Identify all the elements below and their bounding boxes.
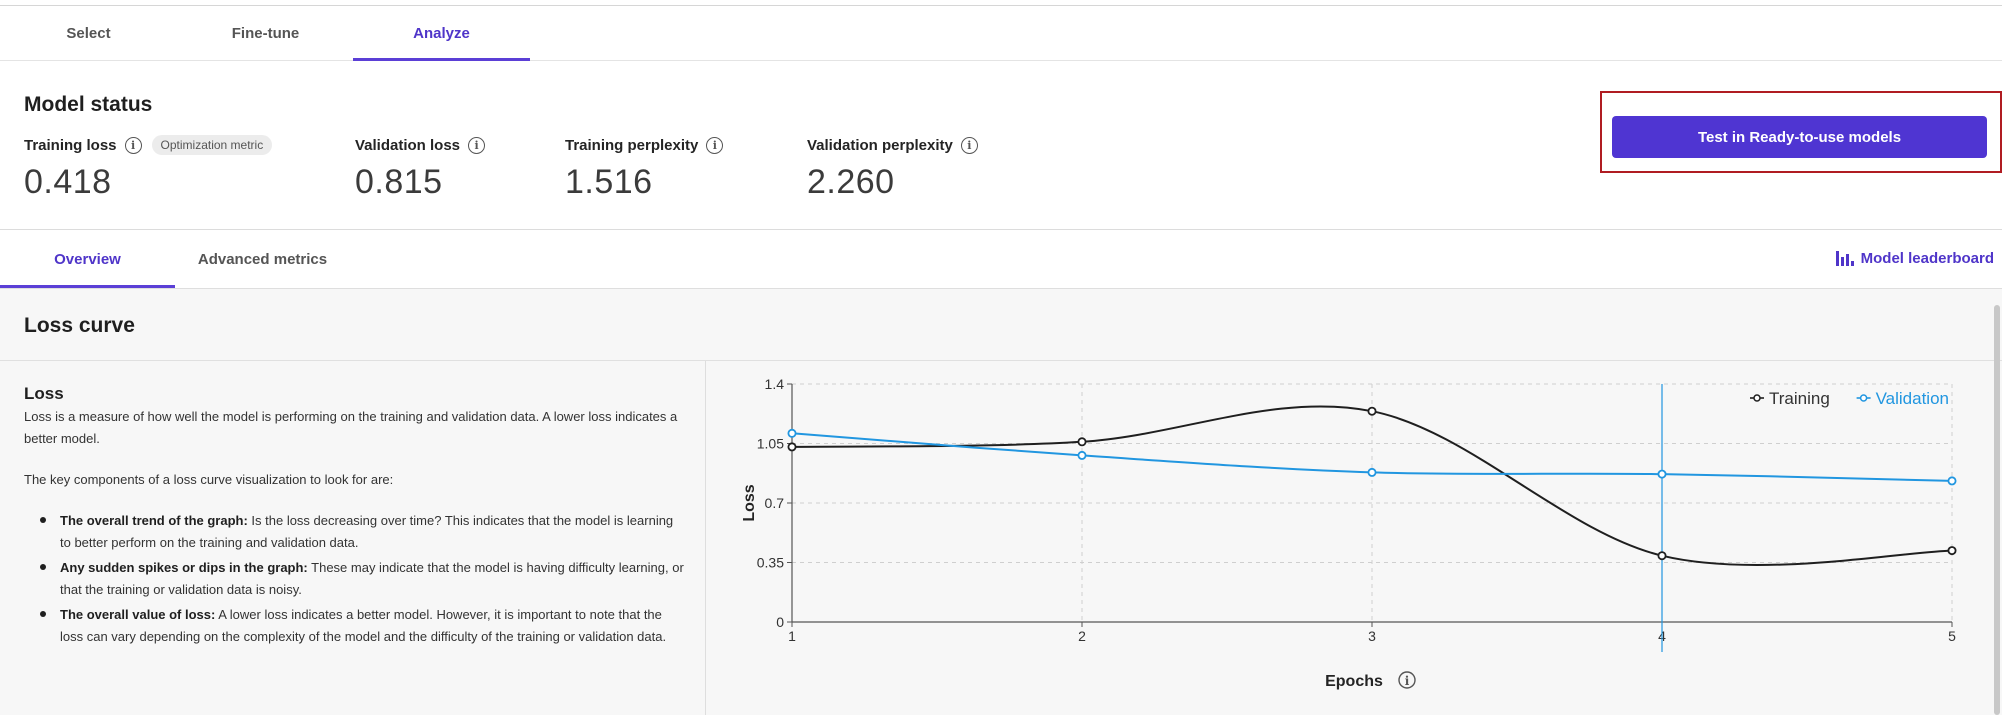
test-in-ready-to-use-models-button[interactable]: Test in Ready-to-use models	[1612, 116, 1987, 158]
y-tick-label: 0.7	[765, 495, 785, 511]
y-axis-title: Loss	[741, 484, 758, 521]
list-item: Any sudden spikes or dips in the graph: …	[38, 557, 684, 601]
components-intro: The key components of a loss curve visua…	[24, 472, 394, 487]
top-divider	[0, 5, 2002, 6]
training-point	[1657, 551, 1667, 561]
top-tab-bar: Select Fine-tune Analyze	[0, 6, 2002, 61]
training-point	[1947, 546, 1957, 556]
training-line	[791, 405, 1953, 566]
model-leaderboard-link[interactable]: Model leaderboard	[1835, 250, 1994, 267]
list-item-bold: The overall trend of the graph:	[60, 513, 248, 528]
loss-intro: Loss is a measure of how well the model …	[24, 409, 678, 446]
highlight-frame	[1600, 91, 2002, 173]
validation-point	[1077, 450, 1087, 460]
model-leaderboard-label: Model leaderboard	[1860, 250, 1994, 267]
x-axis-title: Epochs	[1325, 673, 1383, 690]
metric-label: Validation loss	[355, 136, 461, 154]
info-icon[interactable]: i	[960, 136, 978, 154]
x-tick-label: 3	[1368, 628, 1376, 644]
vertical-scrollbar[interactable]	[1994, 305, 2000, 715]
y-tick-label: 1.4	[765, 376, 785, 392]
metric-training-loss: Training loss i Optimization metric 0.41…	[24, 133, 273, 202]
legend-label-validation: Validation	[1876, 389, 1949, 408]
validation-point	[787, 428, 797, 438]
info-icon-glyph: i	[1405, 674, 1410, 688]
metric-validation-perplexity: Validation perplexity i 2.260	[807, 133, 978, 202]
info-icon[interactable]: i	[124, 136, 142, 154]
tab-select[interactable]: Select	[66, 24, 111, 42]
metric-label: Training loss	[24, 136, 117, 154]
info-icon[interactable]: i	[468, 136, 486, 154]
x-tick-label: 2	[1078, 628, 1086, 644]
legend-label-training: Training	[1769, 389, 1830, 408]
x-tick-label: 5	[1948, 628, 1956, 644]
loss-curve-panel	[0, 288, 2002, 715]
info-icon[interactable]: i	[706, 136, 724, 154]
metric-validation-loss: Validation loss i 0.815	[355, 133, 486, 202]
list-item: The overall trend of the graph: Is the l…	[38, 510, 684, 554]
validation-point	[1657, 469, 1667, 479]
legend-marker-training	[1753, 394, 1761, 402]
tab-fine-tune[interactable]: Fine-tune	[231, 24, 300, 42]
list-item-text: Is the loss decreasing over time? This i…	[60, 513, 674, 550]
panel-divider	[0, 360, 2002, 361]
validation-point	[1947, 476, 1957, 486]
y-tick-label: 0.35	[757, 555, 784, 571]
metric-label: Training perplexity	[565, 136, 699, 154]
tab-analyze[interactable]: Analyze	[353, 6, 530, 61]
section-divider	[0, 229, 2002, 230]
metric-value: 0.418	[24, 163, 112, 201]
list-item: The overall value of loss: A lower loss …	[38, 604, 684, 648]
panel-title: Loss curve	[24, 314, 135, 337]
optimization-metric-badge: Optimization metric	[151, 135, 273, 155]
metric-value: 2.260	[807, 163, 895, 201]
y-tick-label: 1.05	[757, 436, 784, 452]
list-item-bold: The overall value of loss:	[60, 607, 216, 622]
list-item-bold: Any sudden spikes or dips in the graph:	[60, 560, 308, 575]
training-point	[787, 442, 797, 452]
loss-heading: Loss	[24, 384, 64, 403]
training-point	[1077, 437, 1087, 447]
training-point	[1367, 406, 1377, 416]
list-item-text: A lower loss indicates a better model. H…	[60, 607, 667, 644]
loss-curve-chart[interactable]: 00.350.71.051.412345LossEpochsiTrainingV…	[720, 370, 1990, 715]
column-divider	[705, 361, 706, 715]
components-list: The overall trend of the graph: Is the l…	[38, 510, 684, 648]
model-status-title: Model status	[24, 93, 153, 116]
tab-overview[interactable]: Overview	[0, 230, 175, 288]
list-item-text: These may indicate that the model is hav…	[60, 560, 684, 597]
bar-chart-icon	[1835, 251, 1854, 266]
validation-point	[1367, 467, 1377, 477]
metric-training-perplexity: Training perplexity i 1.516	[565, 133, 724, 202]
info-icon	[1398, 671, 1416, 689]
metric-value: 0.815	[355, 163, 443, 201]
loss-description: Loss Loss is a measure of how well the m…	[24, 383, 684, 651]
metric-label: Validation perplexity	[807, 136, 953, 154]
x-tick-label: 1	[788, 628, 796, 644]
legend-marker-validation	[1859, 394, 1868, 402]
y-tick-label: 0	[776, 614, 784, 630]
tab-advanced-metrics[interactable]: Advanced metrics	[197, 250, 328, 268]
metric-value: 1.516	[565, 163, 653, 201]
